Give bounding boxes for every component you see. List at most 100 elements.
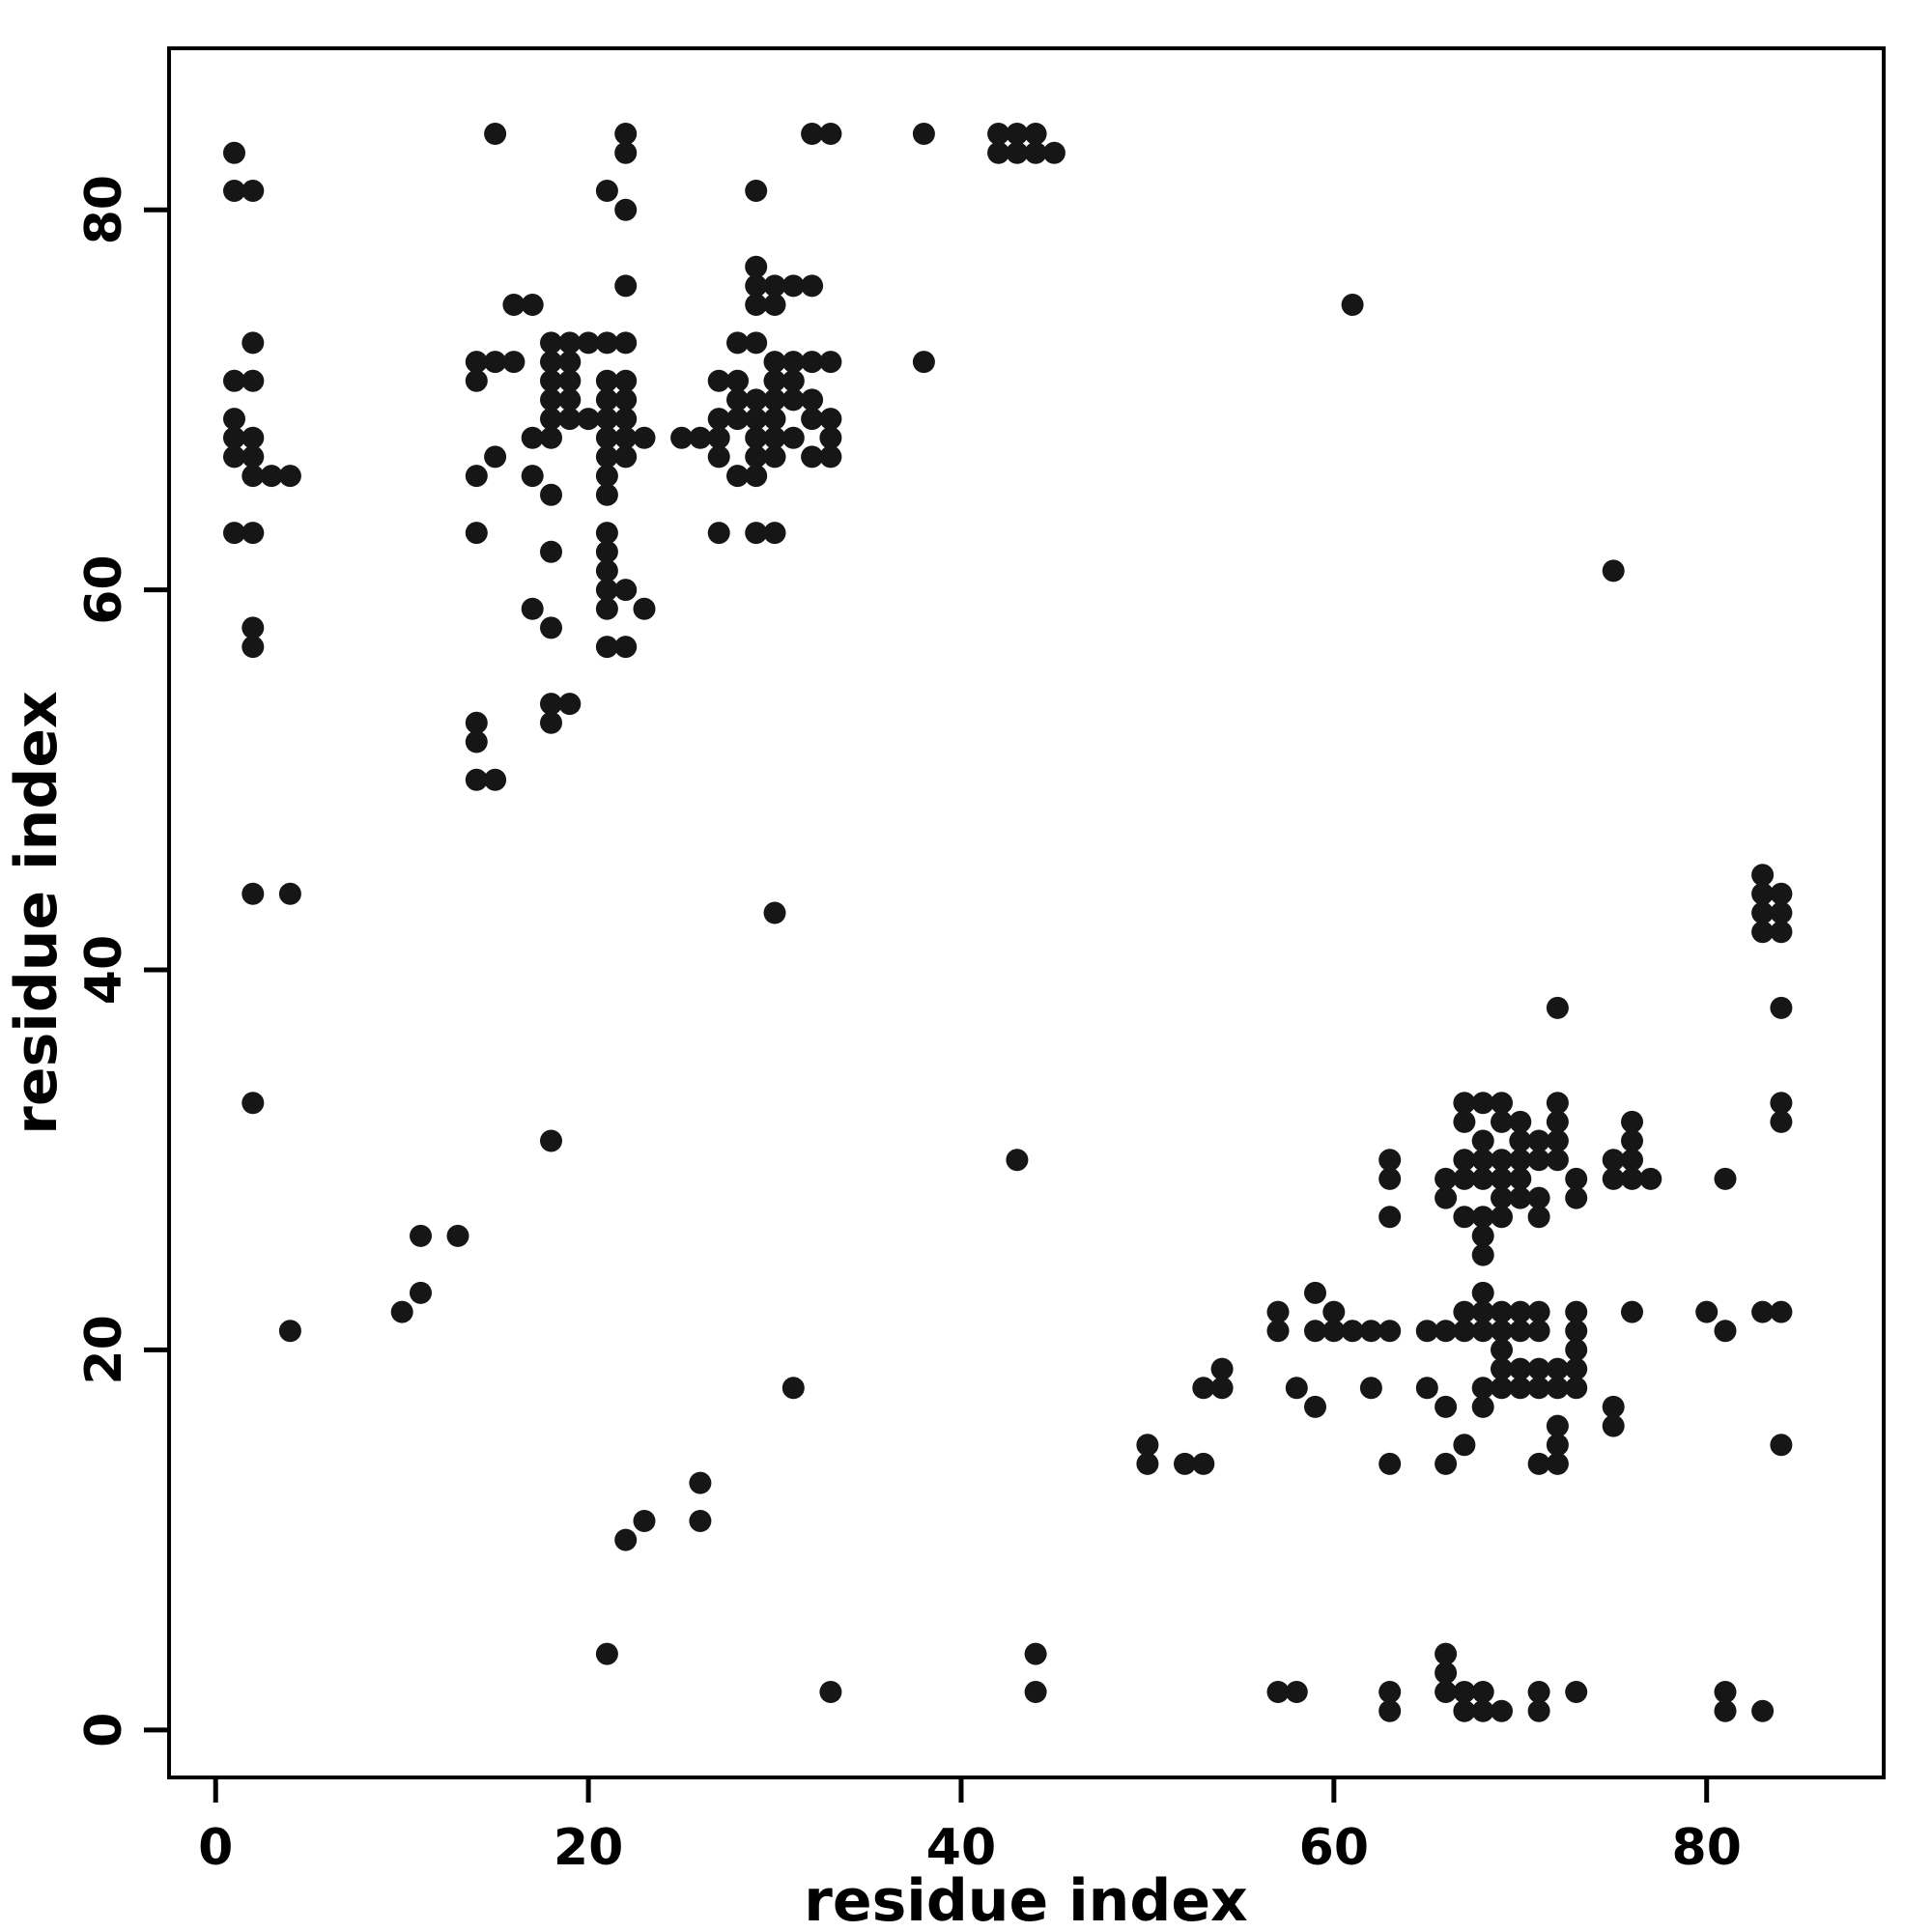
data-point bbox=[1546, 1357, 1569, 1380]
data-point bbox=[1453, 1206, 1476, 1229]
x-axis-label: residue index bbox=[804, 1867, 1247, 1932]
data-point bbox=[1770, 996, 1793, 1019]
data-point bbox=[1509, 1300, 1532, 1323]
data-point bbox=[707, 426, 730, 449]
data-point bbox=[689, 1510, 712, 1532]
x-tick-label: 60 bbox=[1299, 1819, 1369, 1877]
data-point bbox=[1546, 1149, 1569, 1172]
data-point bbox=[1509, 1320, 1532, 1343]
data-point bbox=[1192, 1452, 1215, 1475]
data-point bbox=[484, 768, 507, 791]
data-point bbox=[1491, 1110, 1513, 1133]
data-point bbox=[484, 445, 507, 469]
data-point bbox=[1435, 1320, 1458, 1343]
data-point bbox=[1602, 559, 1625, 582]
data-point bbox=[1322, 1300, 1346, 1323]
data-point bbox=[726, 388, 749, 412]
data-point bbox=[1565, 1338, 1588, 1361]
data-point bbox=[763, 274, 786, 298]
data-point bbox=[763, 522, 786, 545]
plot-frame bbox=[167, 46, 1886, 1779]
data-point bbox=[707, 445, 730, 469]
y-tick-label: 80 bbox=[75, 175, 133, 244]
data-point bbox=[1491, 1186, 1513, 1209]
data-point bbox=[1341, 1320, 1364, 1343]
data-point bbox=[540, 693, 562, 716]
y-tick-label: 20 bbox=[75, 1315, 133, 1384]
data-point bbox=[1471, 1224, 1494, 1247]
data-point bbox=[242, 1092, 265, 1115]
data-point bbox=[819, 351, 842, 374]
data-point bbox=[1453, 1167, 1476, 1190]
data-point bbox=[1509, 1186, 1532, 1209]
data-point bbox=[670, 426, 694, 449]
data-point bbox=[614, 445, 638, 469]
data-point bbox=[540, 388, 562, 412]
data-point bbox=[1378, 1167, 1402, 1190]
data-point bbox=[987, 141, 1010, 164]
data-point bbox=[745, 408, 768, 431]
data-point bbox=[781, 369, 805, 392]
data-point bbox=[1006, 1149, 1029, 1172]
data-point bbox=[1266, 1681, 1290, 1703]
data-point bbox=[223, 426, 245, 449]
data-point bbox=[1024, 141, 1047, 164]
data-point bbox=[1770, 901, 1793, 924]
data-point bbox=[1751, 1300, 1775, 1323]
data-point bbox=[1415, 1377, 1438, 1400]
data-point bbox=[1751, 882, 1775, 905]
data-point bbox=[1471, 1395, 1494, 1418]
data-point bbox=[614, 636, 638, 659]
data-point bbox=[1546, 1110, 1569, 1133]
data-point bbox=[558, 369, 582, 392]
data-point bbox=[465, 351, 488, 374]
x-axis-ticks: 0 20 40 60 80 bbox=[198, 1777, 1742, 1877]
data-point bbox=[819, 445, 842, 469]
data-point bbox=[801, 408, 824, 431]
data-point bbox=[242, 636, 265, 659]
data-point bbox=[1546, 1434, 1569, 1457]
data-point bbox=[801, 274, 824, 298]
data-point bbox=[614, 1528, 638, 1551]
data-point bbox=[1471, 1320, 1494, 1343]
data-point bbox=[1415, 1320, 1438, 1343]
data-point bbox=[1210, 1357, 1234, 1380]
data-point bbox=[1378, 1320, 1402, 1343]
data-point bbox=[1751, 901, 1775, 924]
data-point bbox=[1602, 1395, 1625, 1418]
data-point bbox=[614, 198, 638, 221]
data-point bbox=[595, 408, 618, 431]
data-point bbox=[1509, 1149, 1532, 1172]
data-point bbox=[1491, 1377, 1513, 1400]
data-point bbox=[1602, 1149, 1625, 1172]
x-tick-label: 80 bbox=[1672, 1819, 1742, 1877]
data-point bbox=[801, 123, 824, 145]
data-point bbox=[912, 351, 935, 374]
data-point bbox=[1491, 1167, 1513, 1190]
data-point bbox=[1491, 1320, 1513, 1343]
data-point bbox=[595, 1642, 618, 1665]
data-point bbox=[707, 369, 730, 392]
data-point bbox=[540, 426, 562, 449]
x-tick-label: 20 bbox=[554, 1819, 623, 1877]
data-point bbox=[278, 1320, 301, 1343]
data-point bbox=[1565, 1320, 1588, 1343]
data-point bbox=[614, 408, 638, 431]
data-point bbox=[781, 274, 805, 298]
data-point bbox=[819, 123, 842, 145]
y-tick-label: 0 bbox=[75, 1713, 133, 1747]
data-point bbox=[242, 465, 265, 488]
data-point bbox=[1621, 1129, 1643, 1152]
data-point bbox=[1527, 1186, 1550, 1209]
data-point bbox=[558, 351, 582, 374]
data-point bbox=[502, 351, 526, 374]
data-point bbox=[763, 369, 786, 392]
data-point bbox=[1006, 123, 1029, 145]
data-point bbox=[745, 465, 768, 488]
data-point bbox=[1435, 1452, 1458, 1475]
data-point bbox=[242, 882, 265, 905]
data-point bbox=[521, 465, 544, 488]
data-point bbox=[1304, 1281, 1326, 1304]
data-points-layer bbox=[223, 123, 1793, 1722]
